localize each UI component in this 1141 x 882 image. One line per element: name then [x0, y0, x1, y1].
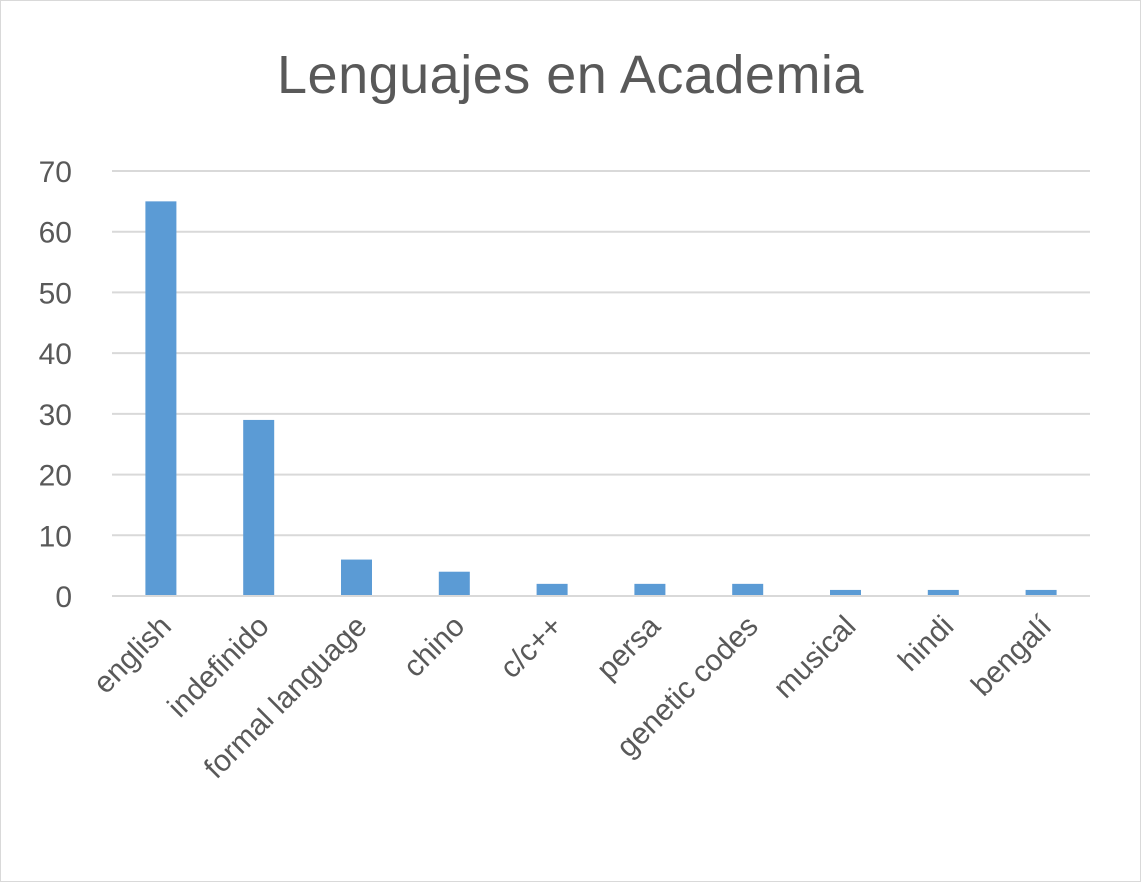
bar — [1025, 589, 1057, 596]
x-tick-label: musical — [767, 610, 862, 705]
bar — [634, 583, 666, 596]
x-tick-label: bengalí — [965, 609, 1058, 702]
bar — [341, 559, 372, 596]
y-tick-label: 20 — [39, 460, 72, 493]
y-tick-label: 40 — [39, 338, 72, 371]
bar — [145, 201, 177, 596]
x-tick-label: hindi — [892, 610, 960, 678]
y-axis-ticks: 0 10 20 30 40 50 60 70 — [39, 156, 72, 614]
x-tick-label: english — [87, 610, 178, 701]
y-tick-label: 60 — [39, 217, 72, 250]
bar — [732, 583, 764, 596]
x-tick-label: chino — [397, 610, 471, 684]
bar — [243, 419, 275, 596]
bar — [536, 583, 568, 596]
y-tick-label: 50 — [39, 277, 72, 310]
y-tick-label: 10 — [39, 520, 72, 553]
x-tick-label: persa — [590, 609, 667, 686]
bars — [145, 201, 1057, 596]
bar — [438, 571, 470, 596]
bar — [927, 589, 959, 596]
y-tick-label: 0 — [55, 581, 72, 614]
gridlines — [112, 170, 1090, 537]
bar — [830, 589, 861, 596]
y-tick-label: 30 — [39, 399, 72, 432]
x-tick-label: c/c++ — [494, 610, 569, 685]
chart-title: Lenguajes en Academia — [277, 45, 864, 105]
x-tick-label: formal language — [198, 610, 373, 785]
y-tick-label: 70 — [39, 156, 72, 189]
